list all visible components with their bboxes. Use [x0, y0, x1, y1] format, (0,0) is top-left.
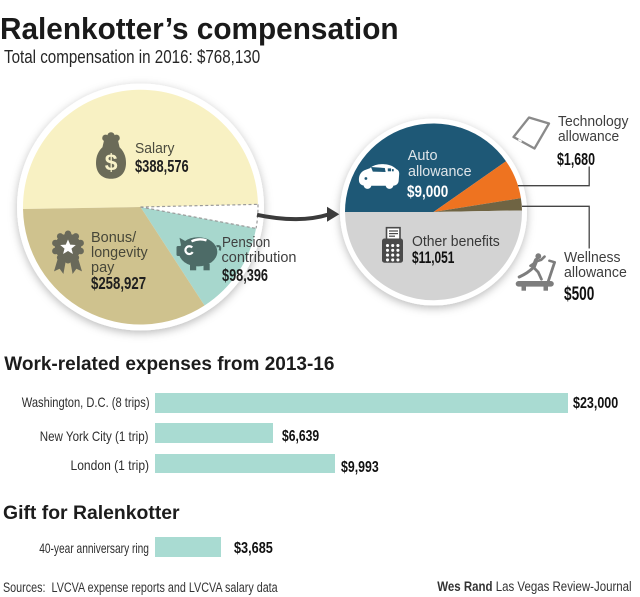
- svg-text:$: $: [105, 150, 118, 176]
